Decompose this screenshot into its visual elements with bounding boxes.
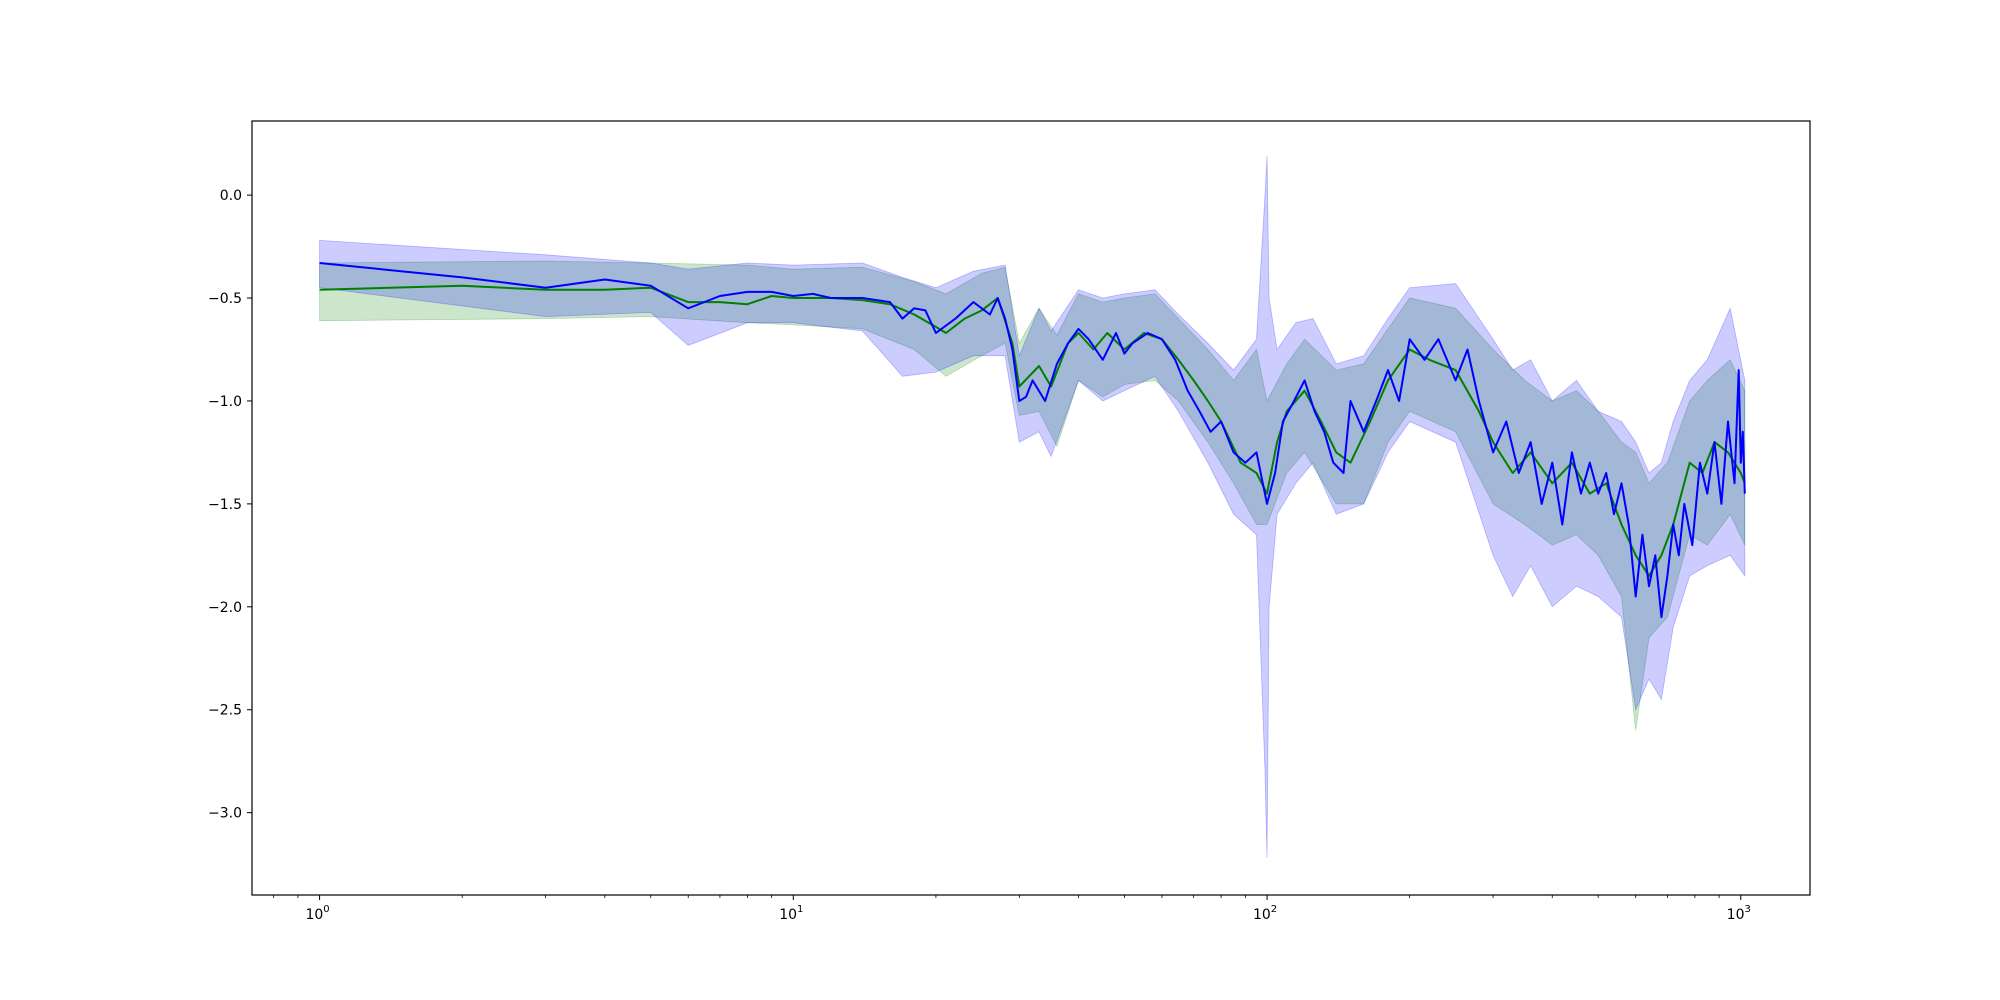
series-2-line — [319, 262, 1746, 619]
x-tick-label: 100 — [305, 904, 329, 923]
series-lines — [319, 262, 1746, 619]
plot-frame — [251, 120, 1811, 896]
y-tick-label: −2.0 — [208, 600, 242, 616]
x-axis: 100 101 102 103 — [273, 895, 1751, 923]
series-2-band — [319, 155, 1746, 858]
y-tick-label: −0.5 — [208, 291, 242, 307]
y-tick-label: −2.5 — [208, 703, 242, 719]
x-tick-label: 101 — [779, 904, 803, 923]
x-tick-label: 102 — [1253, 904, 1277, 923]
y-tick-label: −3.0 — [208, 806, 242, 822]
y-tick-label: −1.0 — [208, 394, 242, 410]
y-tick-label: 0.0 — [220, 188, 242, 204]
y-axis: 0.0 −0.5 −1.0 −1.5 −2.0 −2.5 −3.0 — [208, 188, 252, 822]
x-tick-label: 103 — [1727, 904, 1751, 923]
y-tick-label: −1.5 — [208, 497, 242, 513]
